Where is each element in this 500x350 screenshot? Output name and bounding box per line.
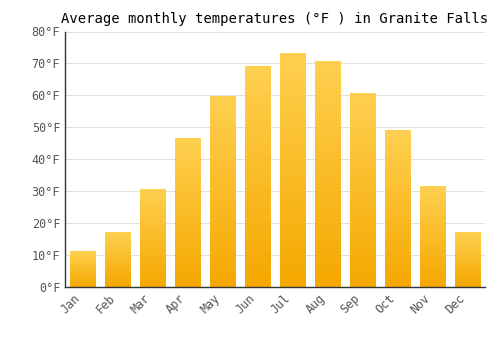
Title: Average monthly temperatures (°F ) in Granite Falls: Average monthly temperatures (°F ) in Gr… bbox=[62, 12, 488, 26]
